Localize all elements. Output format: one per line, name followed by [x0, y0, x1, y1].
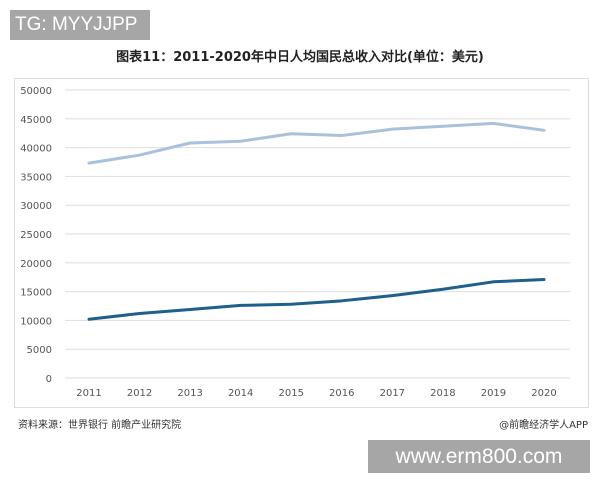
y-tick-label: 0 [46, 374, 52, 385]
chart-title: 图表11：2011-2020年中日人均国民总收入对比(单位：美元) [116, 50, 484, 65]
x-tick-label: 2013 [177, 388, 202, 399]
x-tick-label: 2018 [430, 388, 455, 399]
series-line-0 [87, 121, 546, 165]
y-tick-label: 20000 [20, 259, 52, 270]
watermark-top: TG: MYYJJPP [10, 10, 150, 40]
x-tick-label: 2016 [329, 388, 354, 399]
x-tick-label: 2012 [127, 388, 152, 399]
x-tick-label: 2019 [481, 388, 506, 399]
x-tick-label: 2017 [380, 388, 405, 399]
y-tick-label: 50000 [20, 86, 52, 97]
y-tick-label: 45000 [20, 115, 52, 126]
chart-frame [14, 78, 589, 408]
y-tick-label: 5000 [27, 345, 52, 356]
y-tick-label: 40000 [20, 144, 52, 155]
x-tick-label: 2014 [228, 388, 253, 399]
y-tick-label: 25000 [20, 230, 52, 241]
y-tick-label: 10000 [20, 316, 52, 327]
series-line-1 [87, 278, 546, 321]
y-tick-label: 35000 [20, 172, 52, 183]
x-tick-label: 2011 [76, 388, 101, 399]
source-note: 资料来源：世界银行 前瞻产业研究院 [18, 420, 182, 431]
y-tick-label: 30000 [20, 201, 52, 212]
watermark-bottom: www.erm800.com [368, 440, 590, 473]
x-tick-label: 2015 [278, 388, 303, 399]
credit: @前瞻经济学人APP [499, 420, 588, 431]
x-tick-label: 2020 [531, 388, 556, 399]
y-tick-label: 15000 [20, 288, 52, 299]
